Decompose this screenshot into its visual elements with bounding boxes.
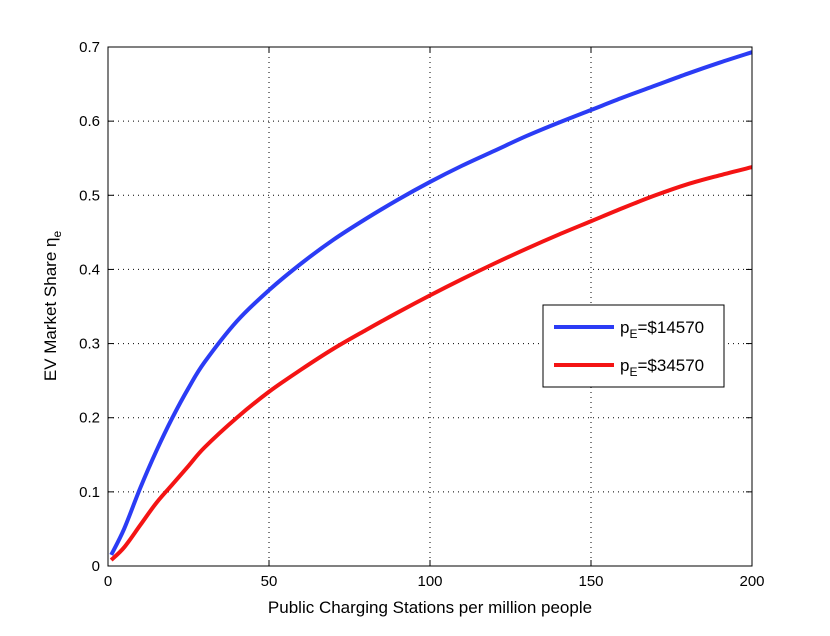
y-tick-label: 0.6 [79, 113, 100, 130]
x-tick-label: 50 [261, 573, 278, 590]
x-tick-label: 100 [417, 573, 442, 590]
y-tick-label: 0.7 [79, 39, 100, 56]
x-tick-labels: 0 50 100 150 200 [104, 573, 765, 590]
y-tick-labels: 0 0.1 0.2 0.3 0.4 0.5 0.6 0.7 [79, 39, 100, 575]
y-tick-label: 0.1 [79, 484, 100, 501]
series-layer [109, 50, 753, 562]
x-tick-label: 0 [104, 573, 112, 590]
y-axis-label-subscript: e [50, 231, 64, 238]
x-tick-label: 150 [578, 573, 603, 590]
y-axis-label: EV Market Share ηe [41, 231, 64, 382]
legend: pE=$14570 pE=$34570 [542, 304, 725, 388]
svg-text:EV Market Share ηe: EV Market Share ηe [41, 231, 64, 382]
y-tick-label: 0.2 [79, 410, 100, 427]
legend-label-series-1: pE=$14570 [620, 318, 704, 341]
series-line-1 [109, 50, 753, 556]
ticks [107, 46, 753, 567]
y-axis-label-main: EV Market Share η [41, 238, 60, 382]
series-line-2 [109, 165, 753, 562]
y-tick-label: 0 [92, 558, 100, 575]
y-tick-label: 0.5 [79, 187, 100, 204]
x-tick-label: 200 [739, 573, 764, 590]
y-tick-label: 0.3 [79, 336, 100, 353]
y-tick-label: 0.4 [79, 261, 100, 278]
legend-box [542, 304, 725, 388]
x-axis-label: Public Charging Stations per million peo… [268, 598, 592, 617]
legend-label-series-2: pE=$34570 [620, 356, 704, 379]
